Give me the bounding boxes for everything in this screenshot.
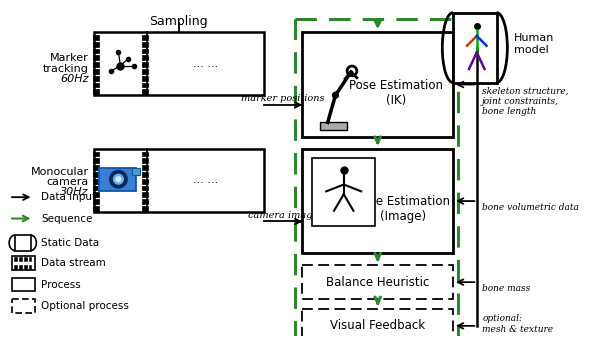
Bar xyxy=(12,256,35,270)
Bar xyxy=(142,158,148,163)
Text: Pose Estimation
(Image): Pose Estimation (Image) xyxy=(356,195,451,223)
Bar xyxy=(92,151,98,157)
Circle shape xyxy=(116,177,121,182)
Bar xyxy=(94,32,263,95)
Bar xyxy=(92,89,98,94)
Bar xyxy=(142,55,148,60)
Bar xyxy=(142,165,148,170)
Text: optional:
mesh & texture: optional: mesh & texture xyxy=(482,314,553,333)
Text: 60Hz: 60Hz xyxy=(60,74,89,84)
Text: ... ...: ... ... xyxy=(193,59,218,69)
Bar xyxy=(92,192,98,197)
Text: Visual Feedback: Visual Feedback xyxy=(330,320,425,332)
Bar xyxy=(92,76,98,80)
Bar xyxy=(142,35,148,40)
Text: Pose Estimation
(IK): Pose Estimation (IK) xyxy=(349,79,443,107)
Bar xyxy=(12,299,35,313)
Bar xyxy=(29,257,31,261)
Bar xyxy=(312,158,375,226)
Text: tracking: tracking xyxy=(43,64,89,74)
Bar xyxy=(92,48,98,54)
Text: Optional process: Optional process xyxy=(41,301,129,311)
Bar xyxy=(320,122,347,130)
Text: Balance Heuristic: Balance Heuristic xyxy=(326,276,430,288)
Bar xyxy=(295,19,458,341)
Text: bone volumetric data: bone volumetric data xyxy=(482,203,579,212)
Bar xyxy=(24,257,26,261)
Bar xyxy=(132,167,140,175)
Bar xyxy=(92,165,98,170)
Bar xyxy=(92,42,98,47)
Text: camera image: camera image xyxy=(248,210,318,220)
Text: ... ...: ... ... xyxy=(193,175,218,185)
Bar xyxy=(14,257,17,261)
Bar xyxy=(142,42,148,47)
Bar xyxy=(14,265,17,269)
Text: marker positions: marker positions xyxy=(241,94,325,103)
Text: Human
model: Human model xyxy=(514,33,554,55)
Bar xyxy=(142,62,148,67)
Bar xyxy=(142,76,148,80)
Text: Marker: Marker xyxy=(50,53,89,63)
Circle shape xyxy=(113,174,123,184)
Text: skeleton structure,
joint constraints,
bone length: skeleton structure, joint constraints, b… xyxy=(482,87,569,116)
Bar xyxy=(92,83,98,87)
Bar xyxy=(19,257,22,261)
Bar xyxy=(19,265,22,269)
Bar xyxy=(12,278,35,291)
Text: camera: camera xyxy=(47,177,89,187)
Bar xyxy=(92,69,98,74)
Bar xyxy=(142,186,148,190)
Bar xyxy=(302,149,453,253)
Bar xyxy=(92,179,98,183)
Text: bone mass: bone mass xyxy=(482,284,530,293)
Bar xyxy=(92,55,98,60)
Bar xyxy=(453,13,497,83)
Bar xyxy=(142,151,148,157)
Bar xyxy=(92,172,98,177)
Text: Data stream: Data stream xyxy=(41,258,106,268)
Bar xyxy=(142,179,148,183)
Bar xyxy=(92,62,98,67)
Bar xyxy=(92,186,98,190)
Bar xyxy=(92,35,98,40)
Bar xyxy=(142,48,148,54)
Bar xyxy=(142,192,148,197)
Bar xyxy=(142,172,148,177)
Text: Static Data: Static Data xyxy=(41,238,100,248)
Bar xyxy=(24,265,26,269)
Bar xyxy=(142,83,148,87)
Bar xyxy=(92,158,98,163)
Bar xyxy=(142,89,148,94)
Text: Sequence: Sequence xyxy=(41,213,92,224)
Text: Process: Process xyxy=(41,280,81,290)
Bar xyxy=(302,309,453,341)
Bar xyxy=(142,199,148,204)
Bar xyxy=(302,32,453,137)
Bar xyxy=(15,235,31,251)
Bar xyxy=(302,265,453,299)
Text: Sampling: Sampling xyxy=(149,15,208,28)
Text: 30Hz: 30Hz xyxy=(60,187,89,197)
Bar xyxy=(29,265,31,269)
Circle shape xyxy=(110,170,127,188)
Text: Data input: Data input xyxy=(41,192,97,202)
Circle shape xyxy=(332,92,338,98)
Bar xyxy=(142,69,148,74)
Bar xyxy=(92,199,98,204)
Bar xyxy=(94,149,263,212)
Text: Monocular: Monocular xyxy=(31,167,89,177)
Bar xyxy=(92,206,98,211)
Bar xyxy=(99,167,136,191)
Bar xyxy=(142,206,148,211)
